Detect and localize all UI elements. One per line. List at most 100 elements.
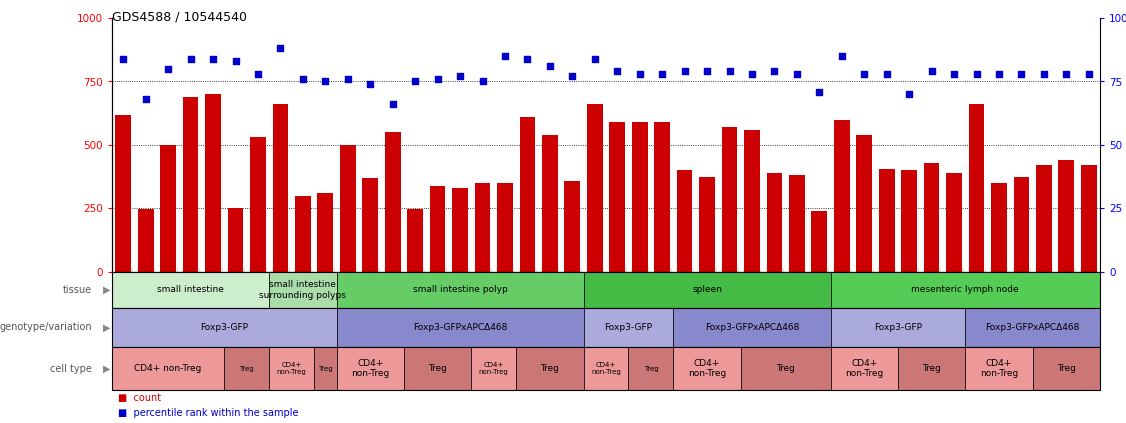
Text: Treg: Treg xyxy=(1057,364,1075,373)
Point xyxy=(967,71,985,77)
Point xyxy=(877,71,895,77)
Text: GDS4588 / 10544540: GDS4588 / 10544540 xyxy=(111,11,247,24)
Point xyxy=(990,71,1008,77)
Text: CD4+
non-Treg: CD4+ non-Treg xyxy=(846,359,884,378)
Bar xyxy=(295,196,311,272)
Point xyxy=(249,71,267,77)
Point xyxy=(294,76,312,82)
Text: CD4+
non-Treg: CD4+ non-Treg xyxy=(980,359,1018,378)
Point xyxy=(384,101,402,108)
Text: Foxp3-GFP: Foxp3-GFP xyxy=(605,323,652,332)
Text: CD4+
non-Treg: CD4+ non-Treg xyxy=(688,359,726,378)
Bar xyxy=(564,181,580,272)
Text: Foxp3-GFP: Foxp3-GFP xyxy=(874,323,922,332)
Bar xyxy=(609,122,625,272)
Text: small intestine
surrounding polyps: small intestine surrounding polyps xyxy=(259,280,347,300)
Bar xyxy=(519,117,535,272)
Bar xyxy=(923,163,939,272)
Bar xyxy=(160,145,176,272)
Bar xyxy=(857,135,872,272)
Bar xyxy=(722,127,738,272)
Text: CD4+ non-Treg: CD4+ non-Treg xyxy=(134,364,202,373)
Bar xyxy=(632,122,647,272)
Point xyxy=(1012,71,1030,77)
Text: CD4+
non-Treg: CD4+ non-Treg xyxy=(277,362,306,375)
Text: Foxp3-GFPxAPCΔ468: Foxp3-GFPxAPCΔ468 xyxy=(413,323,507,332)
Text: Foxp3-GFPxAPCΔ468: Foxp3-GFPxAPCΔ468 xyxy=(985,323,1080,332)
Text: ▶: ▶ xyxy=(102,285,110,295)
Text: Foxp3-GFPxAPCΔ468: Foxp3-GFPxAPCΔ468 xyxy=(705,323,799,332)
Point xyxy=(676,68,694,75)
Point xyxy=(608,68,626,75)
Point xyxy=(181,55,199,62)
Point xyxy=(540,63,558,70)
Bar xyxy=(946,173,962,272)
Text: ▶: ▶ xyxy=(102,363,110,374)
Text: Treg: Treg xyxy=(776,364,795,373)
Point xyxy=(271,45,289,52)
Text: spleen: spleen xyxy=(692,286,722,294)
Bar xyxy=(272,104,288,272)
Bar xyxy=(430,186,446,272)
Point xyxy=(474,78,492,85)
Point xyxy=(361,81,379,88)
Point xyxy=(721,68,739,75)
Bar xyxy=(1058,160,1074,272)
Text: CD4+
non-Treg: CD4+ non-Treg xyxy=(351,359,390,378)
Text: small intestine: small intestine xyxy=(158,286,224,294)
Bar xyxy=(137,209,153,272)
Point xyxy=(922,68,940,75)
Text: mesenteric lymph node: mesenteric lymph node xyxy=(911,286,1019,294)
Text: cell type: cell type xyxy=(50,363,91,374)
Point xyxy=(833,53,851,60)
Bar xyxy=(115,115,131,272)
Point xyxy=(1057,71,1075,77)
Bar xyxy=(1081,165,1097,272)
Bar xyxy=(587,104,602,272)
Point xyxy=(406,78,425,85)
Text: Treg: Treg xyxy=(644,365,659,371)
Bar xyxy=(475,183,490,272)
Point xyxy=(136,96,154,103)
Text: ■  count: ■ count xyxy=(117,393,161,403)
Bar xyxy=(901,170,917,272)
Bar xyxy=(834,120,850,272)
Point xyxy=(114,55,132,62)
Text: Treg: Treg xyxy=(428,364,447,373)
Text: Foxp3-GFP: Foxp3-GFP xyxy=(200,323,248,332)
Point xyxy=(226,58,244,65)
Text: ■  percentile rank within the sample: ■ percentile rank within the sample xyxy=(117,408,298,418)
Bar xyxy=(497,183,512,272)
Point xyxy=(945,71,963,77)
Text: Treg: Treg xyxy=(318,365,332,371)
Bar xyxy=(227,208,243,272)
Text: tissue: tissue xyxy=(63,285,91,295)
Point xyxy=(900,91,918,98)
Bar xyxy=(767,173,783,272)
Text: Treg: Treg xyxy=(540,364,560,373)
Text: genotype/variation: genotype/variation xyxy=(0,322,91,332)
Point xyxy=(495,53,513,60)
Point xyxy=(518,55,536,62)
Point xyxy=(631,71,649,77)
Text: ▶: ▶ xyxy=(102,322,110,332)
Bar xyxy=(744,130,760,272)
Point xyxy=(452,73,470,80)
Point xyxy=(1035,71,1053,77)
Text: Treg: Treg xyxy=(922,364,941,373)
Point xyxy=(766,68,784,75)
Bar xyxy=(699,177,715,272)
Bar xyxy=(385,132,401,272)
Bar xyxy=(677,170,692,272)
Bar xyxy=(182,97,198,272)
Bar xyxy=(408,209,423,272)
Point xyxy=(563,73,581,80)
Bar xyxy=(205,94,221,272)
Point xyxy=(429,76,447,82)
Bar xyxy=(318,193,333,272)
Text: small intestine polyp: small intestine polyp xyxy=(412,286,508,294)
Bar xyxy=(878,169,894,272)
Point xyxy=(788,71,806,77)
Point xyxy=(204,55,222,62)
Point xyxy=(698,68,716,75)
